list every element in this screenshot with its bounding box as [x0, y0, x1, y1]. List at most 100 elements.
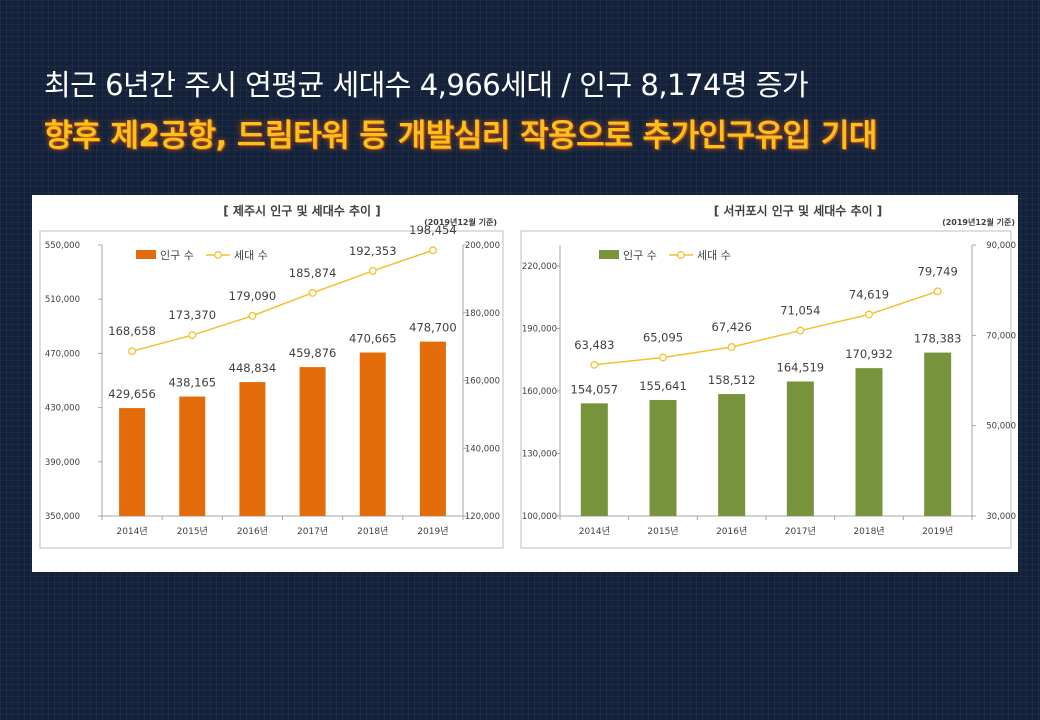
seogwipo-bar — [718, 394, 746, 516]
jeju-bar-label: 459,876 — [289, 346, 337, 360]
seogwipo-bar — [580, 403, 608, 516]
jeju-bar — [179, 396, 206, 516]
seogwipo-household-label: 71,054 — [780, 304, 820, 318]
seogwipo-right-tick-label: 30,000 — [986, 512, 1016, 522]
jeju-household-line — [131, 249, 434, 352]
seogwipo-x-tick-label: 2018년 — [853, 526, 884, 537]
seogwipo-legend-line-marker — [677, 251, 685, 259]
seogwipo-chart-title: [ 서귀포시 인구 및 세대수 추이 ] — [714, 203, 883, 218]
jeju-bar — [299, 367, 326, 516]
jeju-bar-label: 438,165 — [168, 376, 216, 390]
jeju-legend-bar-label: 인구 수 — [160, 249, 194, 262]
seogwipo-right-tick-label: 50,000 — [986, 422, 1016, 432]
seogwipo-legend-bar-label: 인구 수 — [623, 249, 657, 262]
seogwipo-legend-line-label: 세대 수 — [697, 249, 731, 262]
jeju-x-tick-label: 2014년 — [116, 526, 147, 537]
jeju-household-label: 198,454 — [409, 223, 457, 237]
jeju-household-point — [428, 246, 437, 255]
jeju-x-tick-label: 2017년 — [297, 526, 328, 537]
jeju-right-tick-label: 140,000 — [465, 444, 500, 454]
jeju-frame — [39, 230, 504, 549]
jeju-bar-label: 470,665 — [349, 331, 397, 345]
seogwipo-left-tick-label: 130,000 — [522, 449, 557, 459]
jeju-bar-label: 448,834 — [229, 361, 277, 375]
seogwipo-right-tick-label: 70,000 — [986, 331, 1016, 341]
seogwipo-bar — [924, 352, 952, 516]
seogwipo-left-tick-label: 220,000 — [522, 262, 557, 272]
seogwipo-household-line — [594, 290, 938, 366]
jeju-left-tick-label: 390,000 — [45, 458, 80, 468]
jeju-x-tick-label: 2019년 — [417, 526, 448, 537]
jeju-date-note: (2019년12월 기준) — [424, 217, 497, 227]
seogwipo-household-label: 67,426 — [712, 320, 752, 334]
jeju-left-tick-label: 430,000 — [45, 404, 80, 414]
seogwipo-household-label: 65,095 — [643, 330, 683, 344]
jeju-legend-line-marker — [214, 251, 222, 259]
jeju-household-label: 179,090 — [229, 289, 277, 303]
jeju-left-tick-label: 550,000 — [45, 241, 80, 251]
seogwipo-bar-label: 158,512 — [708, 373, 756, 387]
jeju-x-tick-label: 2018년 — [357, 526, 388, 537]
jeju-bar — [239, 382, 266, 516]
seogwipo-household-point — [865, 310, 873, 319]
jeju-left-tick-label: 510,000 — [45, 295, 80, 305]
seogwipo-chart-svg: [ 서귀포시 인구 및 세대수 추이 ] (2019년12월 기준) 100,000… — [520, 203, 1016, 549]
seogwipo-bar — [786, 381, 814, 516]
jeju-bar — [359, 352, 386, 516]
seogwipo-bar-label: 154,057 — [571, 382, 619, 396]
jeju-right-tick-label: 180,000 — [465, 309, 500, 319]
jeju-chart-title: [ 제주시 인구 및 세대수 추이 ] — [223, 203, 380, 218]
jeju-household-point — [188, 331, 197, 340]
seogwipo-bar — [649, 400, 677, 516]
seogwipo-household-label: 79,749 — [918, 264, 958, 278]
seogwipo-x-tick-label: 2016년 — [716, 526, 747, 537]
jeju-legend-bar-swatch — [136, 250, 156, 259]
jeju-right-tick-label: 200,000 — [465, 241, 500, 251]
seogwipo-bar-label: 164,519 — [777, 361, 825, 375]
headline-summary: 최근 6년간 주시 연평균 세대수 4,966세대 / 인구 8,174명 증가 — [44, 68, 809, 102]
seogwipo-bar — [855, 368, 883, 516]
seogwipo-x-tick-label: 2015년 — [647, 526, 678, 537]
seogwipo-right-tick-label: 90,000 — [986, 241, 1016, 251]
seogwipo-household-point — [796, 326, 805, 335]
seogwipo-household-point — [933, 287, 942, 296]
seogwipo-bar-label: 178,383 — [914, 332, 962, 346]
headline-outlook: 향후 제2공항, 드림타워 등 개발심리 작용으로 추가인구유입 기대 — [44, 118, 877, 154]
jeju-bar — [419, 341, 446, 516]
jeju-chart-svg: [ 제주시 인구 및 세대수 추이 ] (2019년12월 기준) 350,000 3… — [39, 203, 504, 549]
seogwipo-bar-label: 155,641 — [639, 379, 687, 393]
jeju-chart: [ 제주시 인구 및 세대수 추이 ] (2019년12월 기준) 350,000 3… — [32, 195, 525, 576]
jeju-bar-label: 478,700 — [409, 321, 457, 335]
seogwipo-left-tick-label: 100,000 — [522, 512, 557, 522]
jeju-x-tick-label: 2015년 — [177, 526, 208, 537]
seogwipo-left-tick-label: 160,000 — [522, 387, 557, 397]
seogwipo-household-point — [727, 343, 736, 351]
seogwipo-household-point — [590, 360, 599, 369]
seogwipo-household-point — [659, 353, 667, 362]
jeju-bar — [119, 408, 146, 516]
seogwipo-household-label: 74,619 — [849, 287, 889, 301]
seogwipo-frame — [520, 230, 1012, 549]
jeju-household-label: 173,370 — [168, 308, 216, 322]
seogwipo-left-tick-label: 190,000 — [522, 324, 557, 334]
jeju-left-tick-label: 350,000 — [45, 512, 80, 522]
seogwipo-x-tick-label: 2014년 — [579, 526, 610, 537]
jeju-right-tick-label: 120,000 — [465, 512, 500, 522]
jeju-household-point — [248, 311, 257, 320]
jeju-household-label: 185,874 — [289, 266, 337, 280]
charts-panel: [ 제주시 인구 및 세대수 추이 ] (2019년12월 기준) 350,000 3… — [32, 195, 1018, 572]
seogwipo-household-label: 63,483 — [574, 338, 614, 352]
jeju-legend-line-label: 세대 수 — [234, 249, 268, 262]
seogwipo-chart: [ 서귀포시 인구 및 세대수 추이 ] (2019년12월 기준) 100,000… — [518, 195, 1018, 576]
jeju-household-label: 192,353 — [349, 244, 397, 258]
jeju-household-label: 168,658 — [108, 324, 156, 338]
jeju-bar-label: 429,656 — [108, 387, 156, 401]
seogwipo-bar-label: 170,932 — [845, 347, 893, 361]
jeju-household-point — [308, 288, 317, 297]
seogwipo-date-note: (2019년12월 기준) — [942, 217, 1015, 227]
jeju-left-tick-label: 470,000 — [45, 349, 80, 359]
seogwipo-x-tick-label: 2019년 — [922, 526, 953, 537]
seogwipo-legend-bar-swatch — [599, 250, 619, 259]
jeju-x-tick-label: 2016년 — [237, 526, 268, 537]
jeju-household-point — [128, 347, 137, 356]
